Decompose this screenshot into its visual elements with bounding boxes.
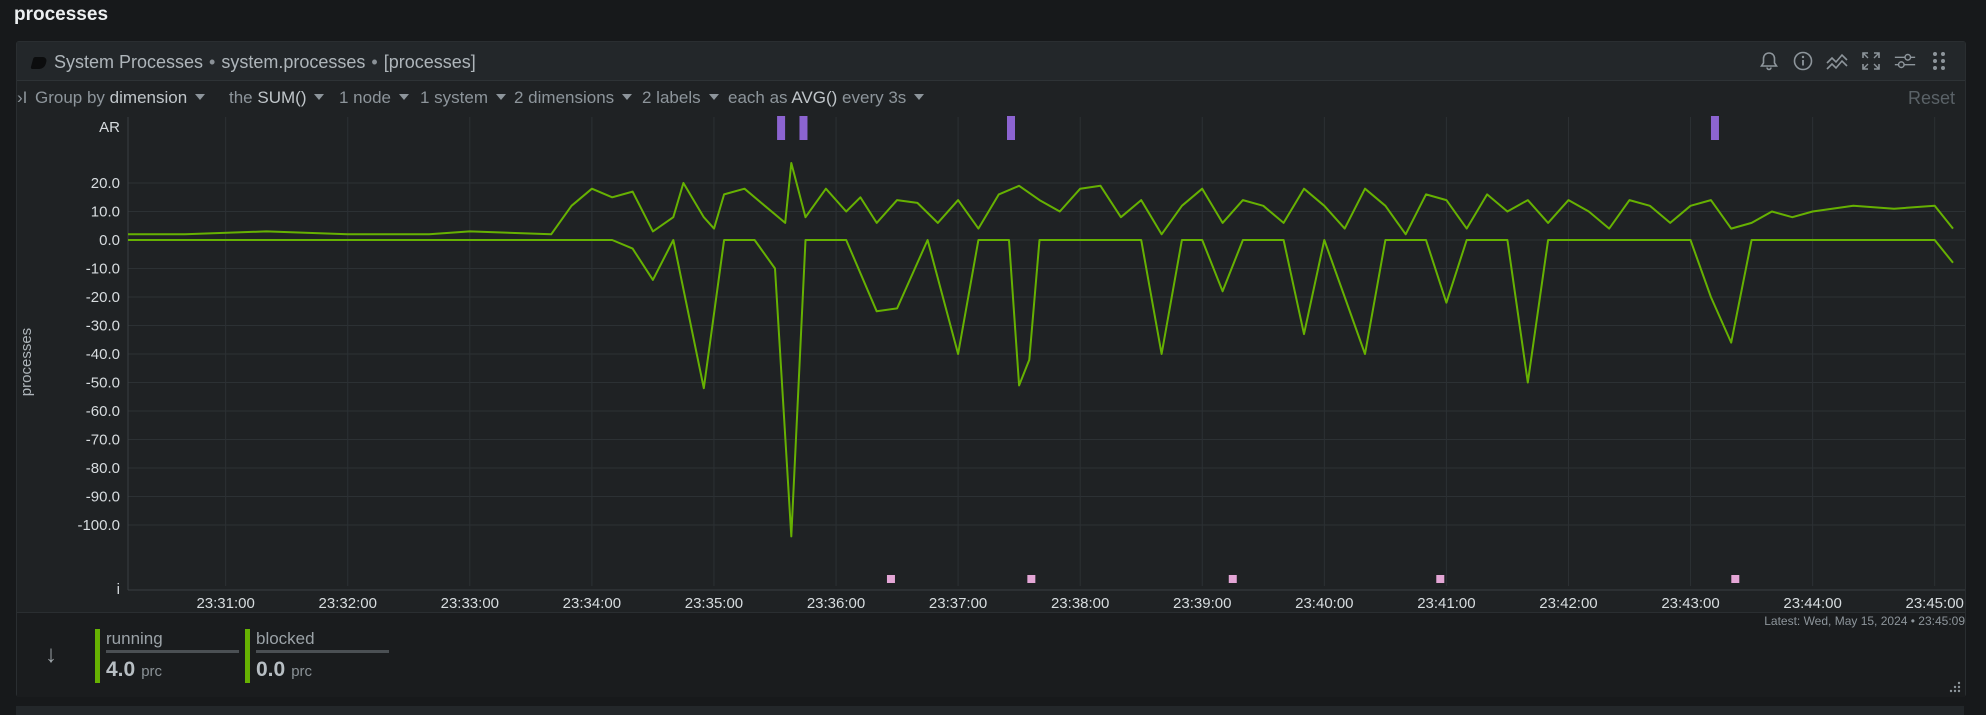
x-tick-label: 23:41:00	[1417, 595, 1475, 612]
aggregation-value: SUM()	[257, 88, 307, 107]
annotation-band-label: i	[117, 581, 120, 598]
labels-label: 2 labels	[642, 88, 701, 107]
series-line-blocked	[128, 239, 1954, 538]
legend-value: 4.0	[106, 658, 136, 681]
reset-button[interactable]: Reset	[1907, 88, 1955, 108]
series-line-running	[128, 162, 1954, 236]
chevron-down-icon	[314, 94, 325, 100]
arrow-down-icon[interactable]: ↓	[45, 641, 57, 668]
y-tick-label: -50.0	[86, 375, 120, 392]
nodes-label: 1 node	[339, 88, 391, 107]
x-tick-label: 23:45:00	[1905, 595, 1963, 612]
x-tick-label: 23:37:00	[929, 595, 987, 612]
chart-panel: System Processes • system.processes • [proce…	[16, 41, 1966, 697]
aggregation-prefix: the	[229, 88, 253, 107]
legend-area: ↓ running 4.0 prc blocked 0.0 prc	[17, 612, 1965, 697]
annotation-marker	[1027, 575, 1036, 583]
x-tick-label: 23:35:00	[685, 595, 743, 612]
y-axis-title: processes	[18, 328, 35, 396]
group-by-prefix: Group by	[35, 88, 105, 107]
legend-unit: prc	[141, 663, 163, 680]
time-agg-value: AVG()	[791, 88, 838, 107]
legend-item-blocked[interactable]: blocked 0.0 prc	[245, 629, 406, 683]
y-tick-label: -40.0	[86, 346, 120, 363]
settings-sliders-icon[interactable]	[1893, 49, 1917, 73]
anomaly-marker	[1006, 116, 1015, 140]
bell-icon[interactable]	[1757, 49, 1781, 73]
chevron-down-icon	[195, 94, 206, 100]
x-tick-label: 23:44:00	[1783, 595, 1841, 612]
y-tick-label: -30.0	[86, 318, 120, 335]
legend-label: blocked	[256, 629, 389, 653]
systems-label: 1 system	[420, 88, 489, 107]
x-tick-label: 23:34:00	[563, 595, 621, 612]
title-name: System Processes	[54, 52, 204, 72]
dimensions-dropdown[interactable]: 2 dimensions	[514, 88, 633, 108]
x-tick-label: 23:40:00	[1295, 595, 1353, 612]
resize-handle-icon[interactable]	[1947, 679, 1961, 693]
annotation-marker	[886, 575, 895, 583]
systems-dropdown[interactable]: 1 system	[420, 88, 507, 108]
title-separator: •	[371, 52, 378, 72]
y-tick-label: -20.0	[86, 289, 120, 306]
panel-title: System Processes • system.processes • [proce…	[30, 52, 476, 73]
panel-header: System Processes • system.processes • [proce…	[17, 42, 1965, 81]
chevron-down-icon	[496, 94, 507, 100]
time-agg-prefix: each as	[728, 88, 788, 107]
y-tick-label: -10.0	[86, 261, 120, 278]
x-tick-label: 23:36:00	[807, 595, 865, 612]
legend-item-running[interactable]: running 4.0 prc	[95, 629, 256, 683]
dimensions-label: 2 dimensions	[514, 88, 615, 107]
expand-toggle[interactable]: ›I	[17, 88, 28, 107]
next-panel-edge	[16, 706, 1964, 715]
y-tick-label: -100.0	[77, 517, 120, 534]
y-tick-label: -80.0	[86, 460, 120, 477]
y-tick-label: -70.0	[86, 432, 120, 449]
x-tick-label: 23:43:00	[1661, 595, 1719, 612]
trend-icon[interactable]	[1825, 49, 1849, 73]
y-tick-label: -60.0	[86, 403, 120, 420]
annotation-marker	[1228, 575, 1237, 583]
x-tick-label: 23:32:00	[319, 595, 377, 612]
aggregation-dropdown[interactable]: the SUM()	[229, 88, 325, 108]
fullscreen-icon[interactable]	[1859, 49, 1883, 73]
nodes-dropdown[interactable]: 1 node	[339, 88, 409, 108]
info-icon[interactable]	[1791, 49, 1815, 73]
anomaly-band-label: AR	[99, 119, 120, 136]
time-aggregation-dropdown[interactable]: each as AVG() every 3s	[728, 88, 925, 108]
chart-toolbar: ›I Group by dimension the SUM() 1 node 1…	[17, 88, 1965, 112]
title-family: [processes]	[383, 52, 476, 72]
line-chart[interactable]: 20.0 10.0 0.0 -10.0 -20.0 -30.0 -40.0 -50.0 -60.…	[17, 42, 1965, 612]
latest-timestamp: Latest: Wed, May 15, 2024 • 23:45:09	[1764, 614, 1965, 628]
y-tick-label: 10.0	[91, 204, 120, 221]
chevron-down-icon	[708, 94, 719, 100]
x-tick-label: 23:33:00	[441, 595, 499, 612]
annotation-marker	[1731, 575, 1740, 583]
legend-label: running	[106, 629, 239, 653]
x-tick-label: 23:42:00	[1539, 595, 1597, 612]
y-tick-label: -90.0	[86, 489, 120, 506]
group-by-value: dimension	[109, 88, 188, 107]
time-agg-every: every 3s	[842, 88, 907, 107]
anomaly-marker	[777, 116, 786, 140]
x-tick-label: 23:38:00	[1051, 595, 1109, 612]
title-separator: •	[209, 52, 216, 72]
anomaly-marker	[799, 116, 808, 140]
section-title: processes	[14, 4, 109, 25]
labels-dropdown[interactable]: 2 labels	[642, 88, 719, 108]
legend-value: 0.0	[256, 658, 286, 681]
group-by-dropdown[interactable]: Group by dimension	[35, 88, 206, 108]
chevron-down-icon	[622, 94, 633, 100]
drag-grid-icon[interactable]	[1927, 49, 1951, 73]
y-tick-label: 20.0	[91, 175, 120, 192]
title-context: system.processes	[221, 52, 366, 72]
legend-unit: prc	[291, 663, 313, 680]
annotation-marker	[1436, 575, 1445, 583]
chevron-down-icon	[914, 94, 925, 100]
x-tick-label: 23:31:00	[196, 595, 254, 612]
chevron-down-icon	[399, 94, 409, 100]
x-tick-label: 23:39:00	[1173, 595, 1231, 612]
y-tick-label: 0.0	[99, 232, 120, 249]
anomaly-marker	[1710, 116, 1719, 140]
